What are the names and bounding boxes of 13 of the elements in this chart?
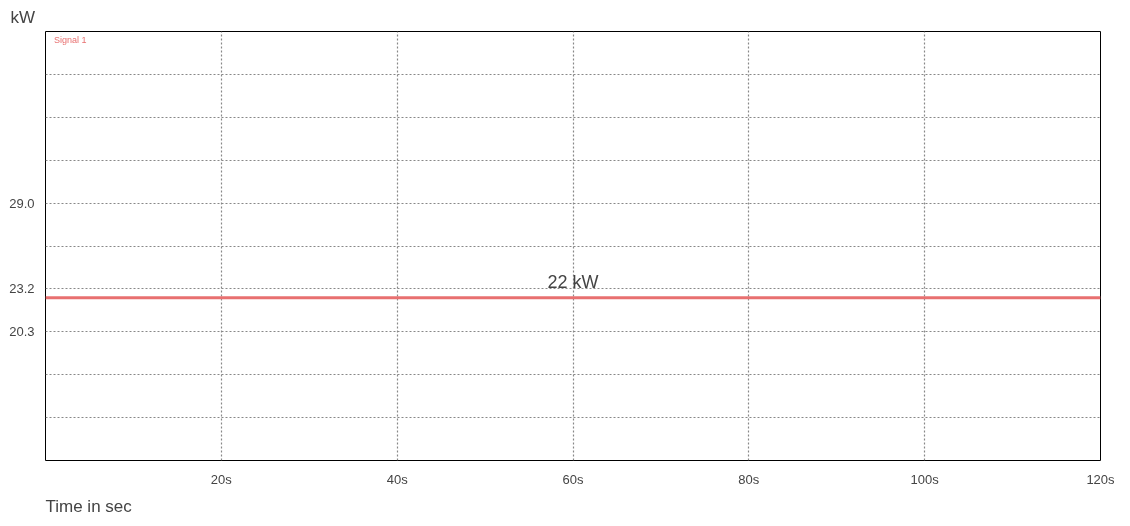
text: Signal 1 <box>54 35 87 45</box>
x-tick-label: 80s <box>738 471 760 487</box>
x-axis-title: Time in sec <box>45 496 133 516</box>
x-tick-label: 40s <box>386 471 409 487</box>
y-tick-label: 23.2 <box>9 281 35 297</box>
x-tick-label: 60s <box>562 471 584 487</box>
x-tick-label: 100s <box>910 471 940 487</box>
y-tick-label: 20.3 <box>9 324 35 340</box>
annotation: 22 kW <box>547 271 599 292</box>
y-axis-title: kW <box>10 7 36 27</box>
x-tick-label: 120s <box>1086 471 1116 487</box>
x-tick-label: 20s <box>210 471 233 487</box>
y-tick-label: 29.0 <box>9 195 35 211</box>
